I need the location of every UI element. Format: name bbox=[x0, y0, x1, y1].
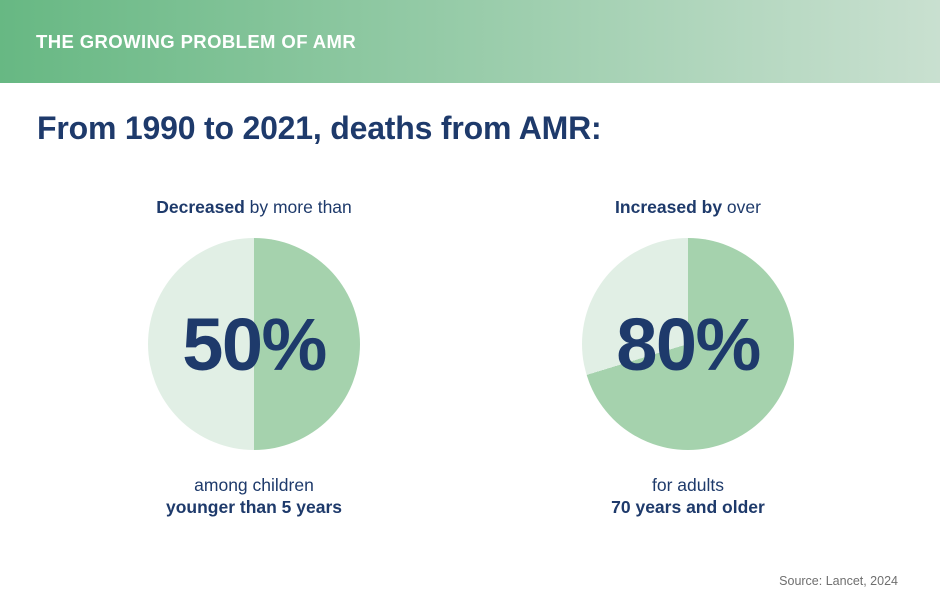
pie-chart-decreased: 50% bbox=[148, 238, 360, 450]
title-part2: to bbox=[195, 110, 243, 146]
caption-line2: 70 years and older bbox=[611, 497, 765, 517]
pie-label-bold: Decreased bbox=[156, 197, 245, 217]
source-attribution: Source: Lancet, 2024 bbox=[779, 574, 898, 588]
header-bar: THE GROWING PROBLEM OF AMR bbox=[0, 0, 940, 83]
caption-line1: among children bbox=[194, 475, 314, 495]
caption-line1: for adults bbox=[652, 475, 724, 495]
title-year-end: 2021 bbox=[242, 110, 313, 146]
panel-increased: Increased by over 80% for adults 70 year… bbox=[528, 197, 848, 518]
pie-label-decreased: Decreased by more than bbox=[156, 197, 352, 218]
caption-increased: for adults 70 years and older bbox=[611, 474, 765, 518]
pie-label-regular: over bbox=[722, 197, 761, 217]
panel-decreased: Decreased by more than 50% among childre… bbox=[94, 197, 414, 518]
page-title: From 1990 to 2021, deaths from AMR: bbox=[37, 110, 602, 147]
header-title: THE GROWING PROBLEM OF AMR bbox=[36, 30, 357, 52]
pie-value-decreased: 50% bbox=[182, 302, 327, 386]
pie-value-increased: 80% bbox=[616, 302, 761, 386]
caption-line2: younger than 5 years bbox=[165, 497, 343, 517]
title-part3: , deaths from AMR: bbox=[312, 110, 602, 146]
pie-chart-increased: 80% bbox=[582, 238, 794, 450]
title-year-start: 1990 bbox=[124, 110, 196, 146]
caption-decreased: among children younger than 5 years bbox=[166, 474, 342, 518]
title-part1: From bbox=[37, 110, 125, 146]
pie-label-regular: by more than bbox=[244, 197, 352, 217]
pie-label-bold: Increased by bbox=[615, 197, 723, 217]
pie-label-increased: Increased by over bbox=[615, 197, 761, 218]
